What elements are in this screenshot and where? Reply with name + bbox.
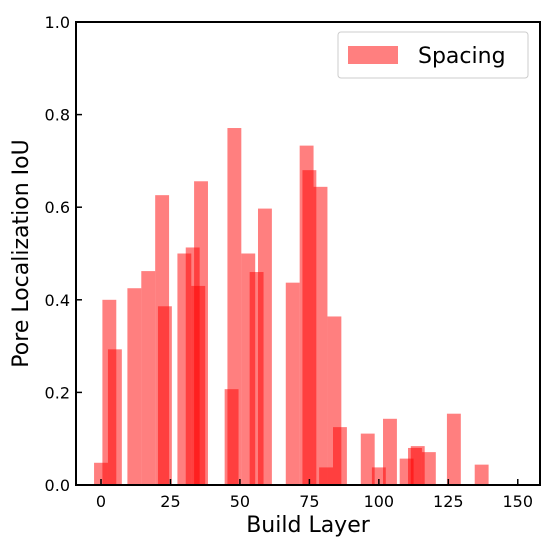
y-tick-label: 0.4 [45,291,70,310]
bar [474,464,489,485]
x-tick-label: 25 [160,492,180,511]
bar [127,288,142,485]
plot-frame [75,21,541,486]
x-tick-label: 75 [299,492,319,511]
y-axis-label: Pore Localization IoU [9,139,34,367]
bar [227,128,242,486]
x-tick-label: 150 [502,492,533,511]
x-tick-label: 100 [364,492,395,511]
y-tick-label: 0.6 [45,198,70,217]
bar [302,170,317,485]
bar [333,427,347,485]
bar [446,413,461,485]
legend-swatch [348,46,398,64]
bar [141,271,156,485]
x-axis-label: Build Layer [246,513,371,538]
bar [383,418,397,485]
x-ticks-group: 0 25 50 75 100 125 150 [96,479,533,511]
y-tick-label: 0.8 [45,106,70,125]
bar [285,282,300,485]
bar [107,349,122,485]
bar [410,446,425,485]
legend-label: Spacing [418,44,506,69]
bar [360,433,375,485]
y-tick-label: 0.2 [45,383,70,402]
legend-box [337,31,529,79]
bars-group [94,128,489,486]
bar [257,208,272,486]
bar [371,467,386,485]
bar [194,181,208,485]
y-ticks-group: 0.0 0.2 0.4 0.6 0.8 1.0 [45,13,82,495]
x-tick-label: 0 [96,492,106,511]
legend: Spacing [337,31,529,79]
bar [421,452,436,485]
x-tick-label: 50 [230,492,250,511]
y-tick-label: 0.0 [45,476,70,495]
bar [157,306,172,485]
x-tick-label: 125 [433,492,464,511]
y-tick-label: 1.0 [45,13,70,32]
bar [313,186,328,485]
